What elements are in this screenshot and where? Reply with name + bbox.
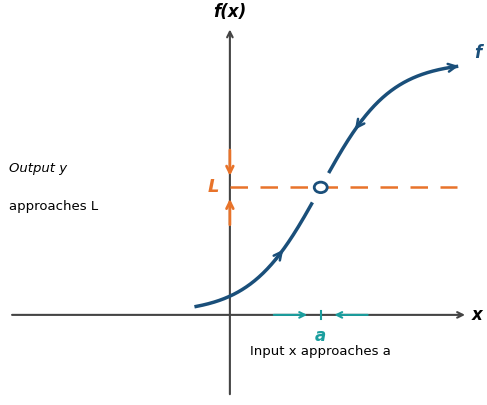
Text: x: x (472, 306, 483, 324)
Text: f(x): f(x) (213, 3, 246, 21)
Text: approaches L: approaches L (9, 200, 98, 213)
Text: L: L (207, 178, 219, 196)
Text: Input x approaches a: Input x approaches a (250, 345, 391, 358)
Text: a: a (315, 327, 326, 345)
Circle shape (314, 182, 327, 193)
Text: f: f (474, 44, 482, 62)
Text: Output y: Output y (9, 162, 67, 175)
